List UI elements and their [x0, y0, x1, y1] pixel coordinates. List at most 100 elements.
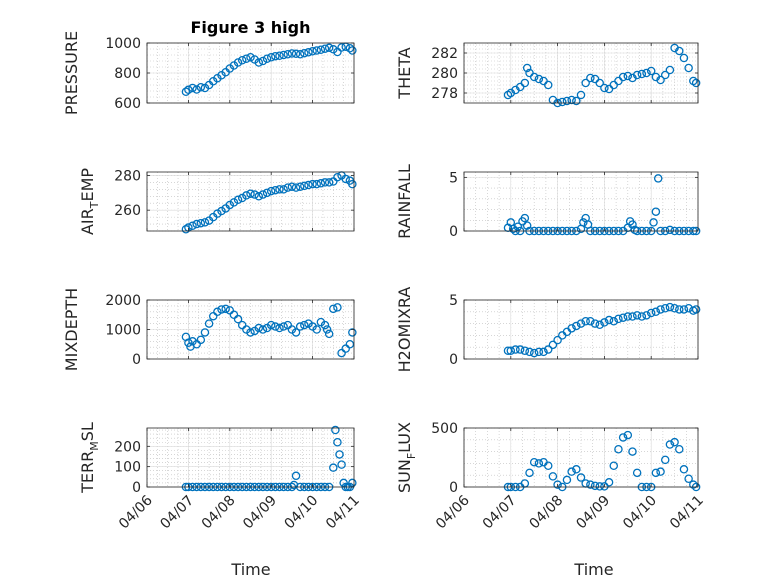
data-point [511, 345, 520, 354]
data-point [329, 304, 338, 314]
y-tick-label: 600 [114, 96, 141, 112]
data-point [337, 43, 346, 52]
data-point [341, 174, 350, 184]
data-point [237, 56, 247, 65]
y-tick-label: 0 [132, 352, 141, 368]
data-point [192, 219, 201, 229]
x-tick-label: 04/11 [667, 493, 707, 533]
axes-box [146, 427, 355, 488]
data-point [656, 467, 665, 476]
x-tick-label: 04/06 [116, 492, 156, 532]
subplot-mixdepth: 0 1000 2000 MIXDEPTH [62, 288, 357, 371]
x-tick-label: 04/07 [157, 493, 197, 533]
data-point [329, 463, 338, 472]
data-point [567, 95, 576, 105]
data-point [283, 320, 293, 330]
data-point [316, 179, 326, 188]
subplot-pressure: 600 800 1000 PRESSURE Figure 3 high [62, 18, 357, 115]
data-point [295, 182, 305, 191]
data-point [320, 320, 330, 330]
data-point [651, 468, 661, 478]
subplot-terr-msl: 0 100 200 04/06 04/07 04/08 04/09 04/10 04/11 TER… [78, 422, 363, 532]
data-point [181, 87, 191, 97]
data-point [312, 325, 321, 334]
data-point [534, 347, 544, 357]
y-tick-label: 260 [114, 203, 141, 219]
data-point [291, 471, 301, 481]
data-point [291, 183, 301, 192]
data-point [586, 73, 595, 83]
data-point [586, 480, 595, 489]
data-point [581, 78, 590, 88]
data-point [520, 78, 530, 88]
data-point [291, 328, 301, 337]
data-point [558, 97, 567, 107]
data-point [513, 222, 523, 231]
data-point [529, 72, 539, 82]
data-point [567, 324, 576, 333]
data-point [324, 329, 334, 339]
data-point [279, 322, 288, 331]
data-point [341, 344, 350, 353]
data-point [576, 473, 586, 482]
data-point [562, 96, 572, 106]
data-point [660, 455, 670, 465]
data-point [567, 467, 576, 476]
data-point [258, 56, 268, 66]
subplot-theta: 278 280 282 THETA [395, 42, 701, 108]
data-point [246, 53, 255, 62]
data-point [196, 335, 206, 345]
data-point [581, 316, 590, 326]
axes-box [463, 427, 699, 488]
y-axis-label: MIXDEPTH [62, 288, 81, 371]
data-point [295, 50, 305, 59]
data-point [271, 51, 280, 61]
data-point [522, 221, 532, 230]
data-point [515, 345, 525, 354]
data-point [646, 66, 656, 76]
data-point [618, 72, 628, 82]
data-point [529, 348, 539, 358]
data-point [600, 482, 609, 491]
data-point [295, 322, 305, 331]
x-tick-label: 04/08 [527, 493, 567, 533]
y-axis-label: THETA [395, 47, 414, 99]
x-axis-label-left: Time [230, 560, 270, 579]
data-point [632, 311, 642, 320]
data-point [581, 479, 590, 488]
data-point [188, 221, 197, 231]
data-point [262, 188, 272, 198]
x-tick-label: 04/10 [620, 493, 660, 533]
data-point [665, 440, 675, 449]
data-point [572, 96, 581, 106]
axes-box [146, 171, 355, 232]
data-point [656, 75, 665, 85]
data-point [335, 450, 344, 459]
data-point [539, 347, 548, 357]
data-point [632, 70, 642, 80]
data-point [348, 328, 357, 337]
data-point [576, 319, 586, 328]
data-point [304, 48, 313, 57]
data-point [534, 74, 544, 84]
data-point [553, 335, 562, 345]
y-tick-label: 0 [132, 480, 141, 496]
axes-box [463, 171, 699, 232]
y-tick-label: 500 [431, 421, 458, 437]
y-tick-label: 1000 [105, 36, 141, 52]
data-point [651, 207, 661, 216]
data-point [691, 78, 701, 88]
data-point [609, 316, 619, 326]
y-axis-label: SUNFLUX [395, 422, 418, 493]
data-point [614, 444, 623, 454]
data-point [283, 183, 293, 192]
data-point [262, 54, 272, 64]
data-point [246, 328, 255, 337]
data-point [543, 80, 553, 90]
data-point [618, 313, 628, 322]
data-point [348, 46, 357, 55]
data-point [324, 178, 334, 187]
y-tick-label: 5 [449, 293, 458, 309]
data-point [312, 179, 321, 189]
